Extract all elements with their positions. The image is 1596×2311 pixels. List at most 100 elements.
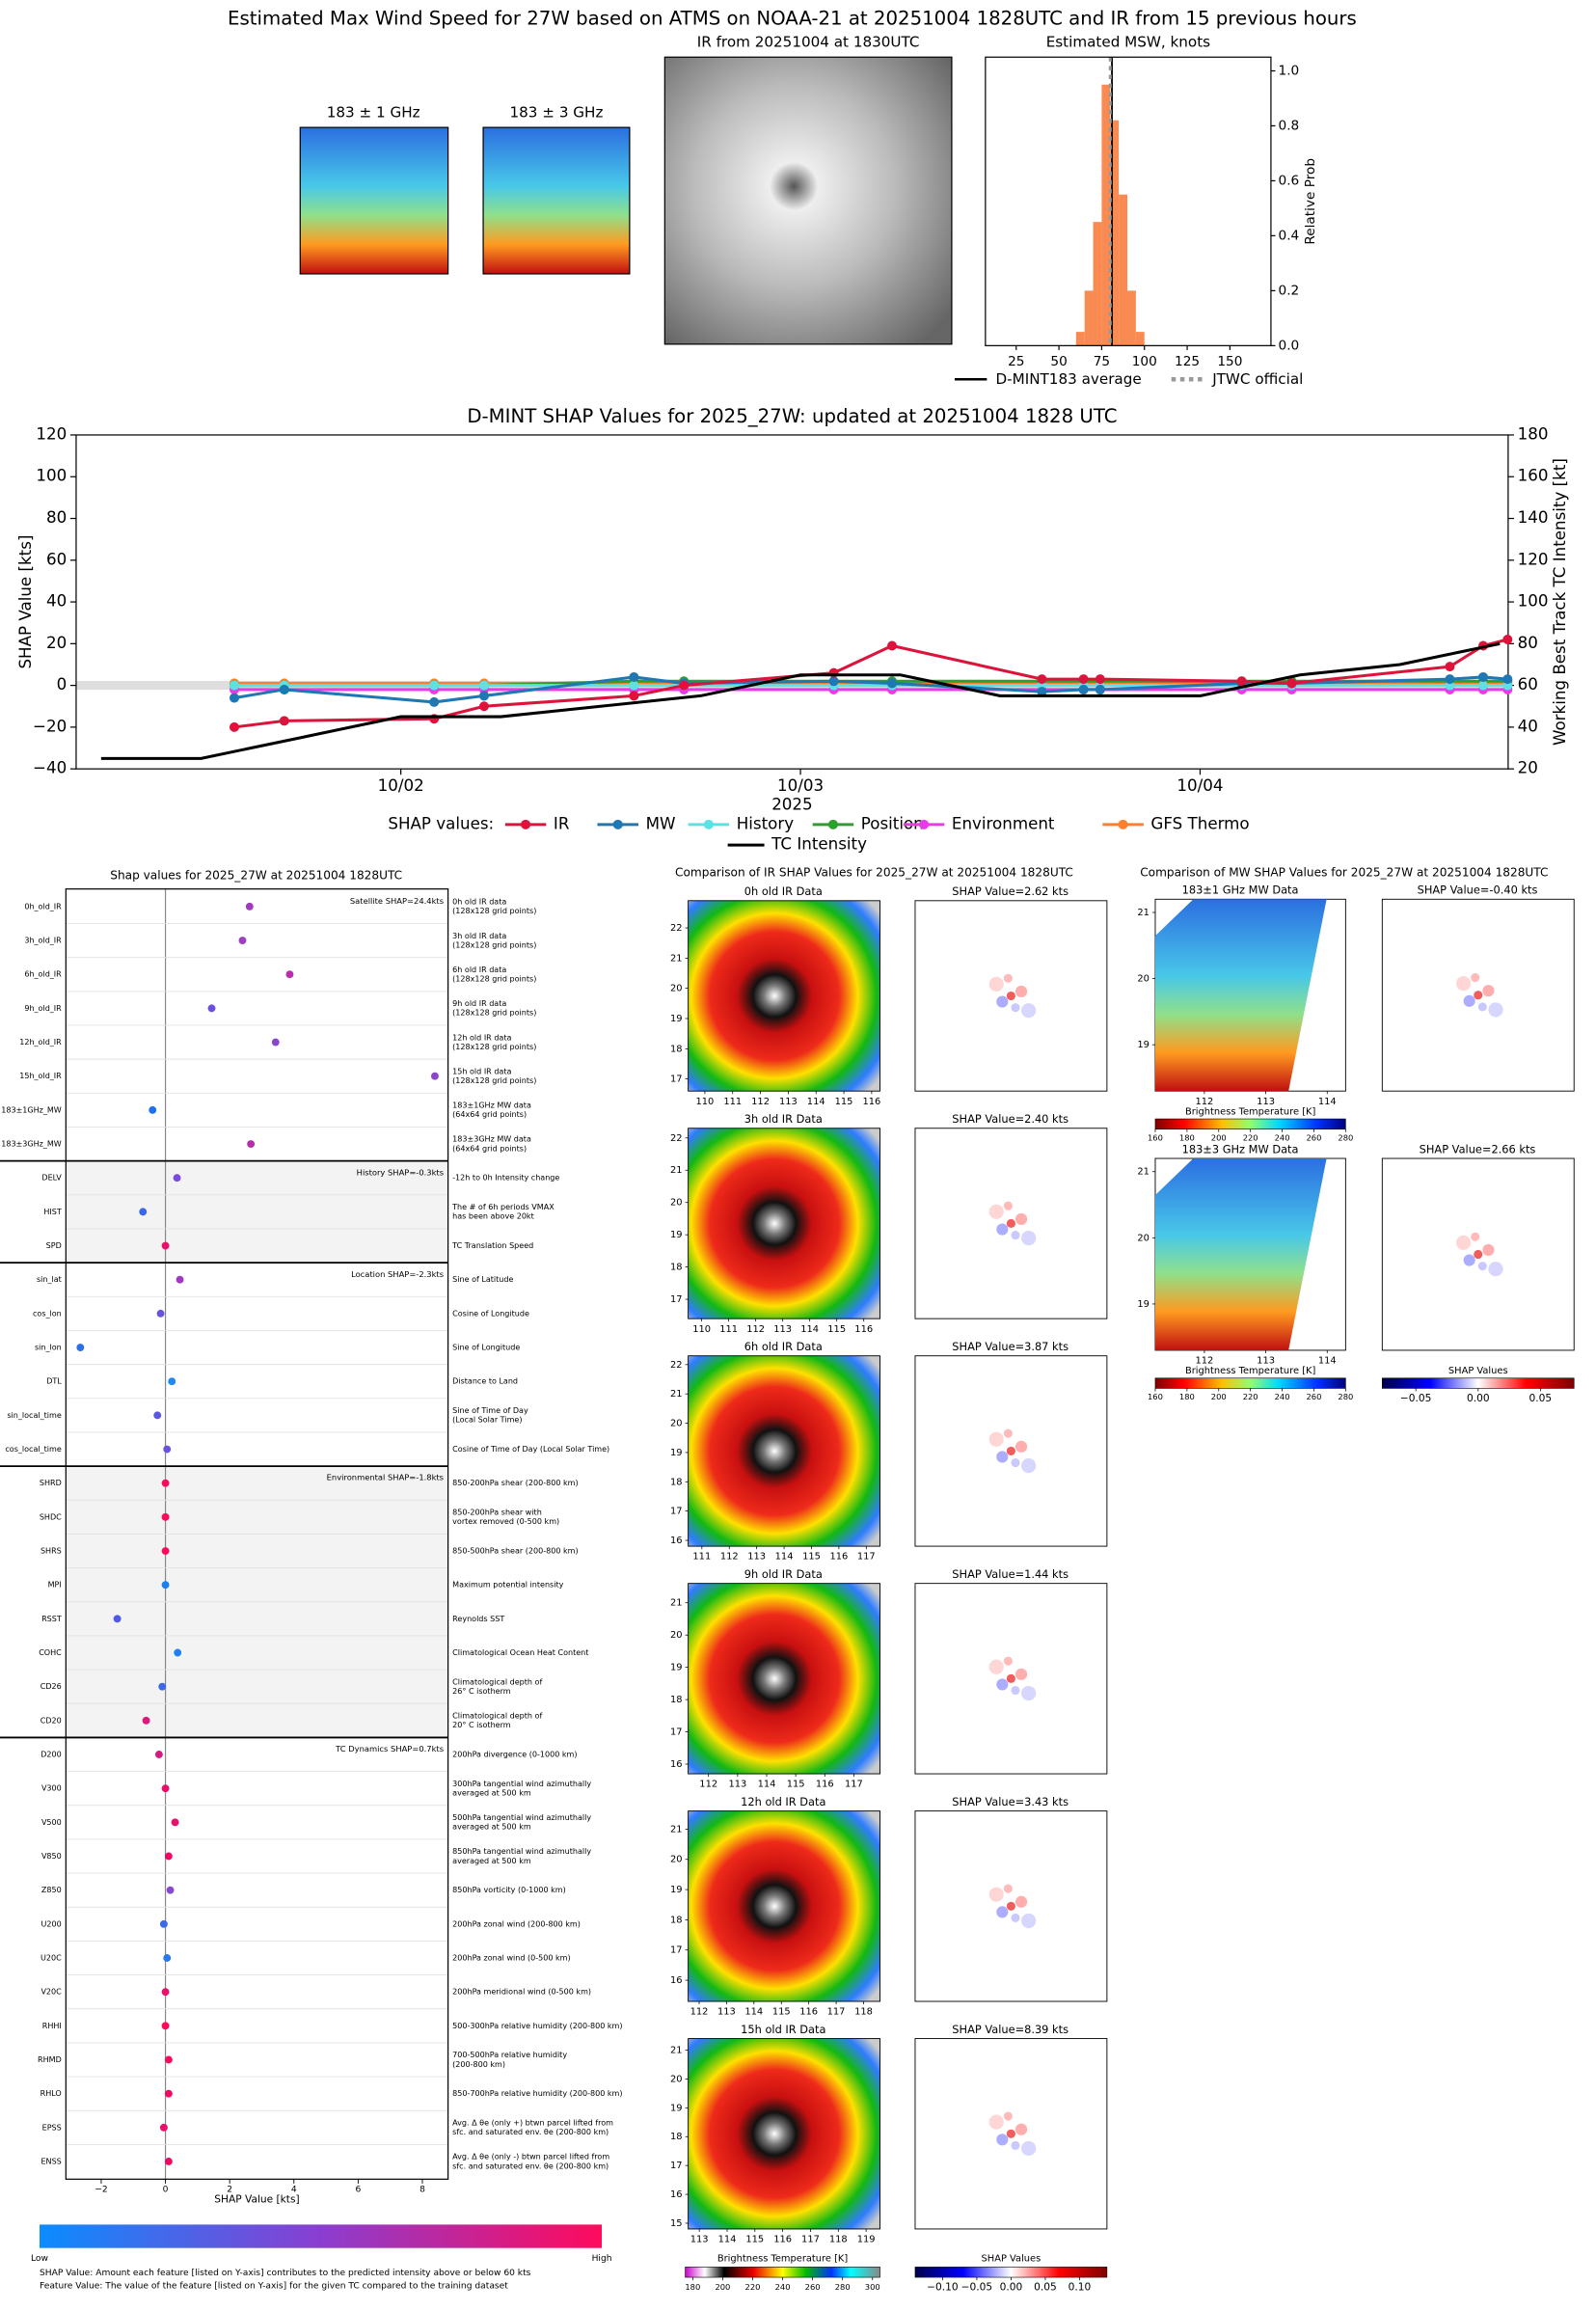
series-marker xyxy=(1078,684,1089,694)
shap-blob xyxy=(996,2134,1009,2146)
x-tick-label: 117 xyxy=(801,2235,820,2245)
x-tick-label: 112 xyxy=(720,1552,739,1563)
x-tick-label: 113 xyxy=(779,1097,798,1107)
x-tick-label: 10/03 xyxy=(777,775,824,795)
shap-point xyxy=(207,1004,216,1013)
legend-swatch xyxy=(919,819,930,829)
panel-title: SHAP Value=2.62 kts xyxy=(952,884,1069,898)
feature-description: 850-700hPa relative humidity (200-800 km… xyxy=(452,2089,622,2098)
legend-label: GFS Thermo xyxy=(1150,813,1249,832)
y-tick-label: 0.0 xyxy=(1279,338,1300,353)
ir-image xyxy=(688,2038,880,2230)
group-label: Environmental SHAP=-1.8kts xyxy=(327,1473,444,1482)
colorbar-tick-label: 0.00 xyxy=(1000,2281,1023,2294)
plot-frame xyxy=(75,434,1509,770)
legend-label: TC Intensity xyxy=(771,834,867,854)
feature-label: 0h_old_IR xyxy=(24,902,62,911)
feature-description: Sine of Longitude xyxy=(452,1344,520,1352)
shap-point xyxy=(271,1038,280,1047)
feature-description: 500-300hPa relative humidity (200-800 km… xyxy=(452,2022,622,2030)
histogram-bar xyxy=(1075,332,1085,346)
feature-description: Sine of Latitude xyxy=(452,1275,513,1284)
shap-blob xyxy=(1474,1249,1483,1260)
x-tick-label: 110 xyxy=(692,1324,711,1335)
x-tick-label: 117 xyxy=(857,1552,876,1563)
histogram-bar xyxy=(1093,222,1102,346)
shap-blob xyxy=(1482,985,1495,997)
group-label: History SHAP=-0.3kts xyxy=(357,1167,444,1177)
colorbar-tick-label: 240 xyxy=(775,2282,791,2292)
shap-blob xyxy=(996,1223,1009,1236)
x-tick-label: 112 xyxy=(1196,1097,1214,1107)
x-tick-label: 2 xyxy=(227,2185,232,2194)
legend-swatch xyxy=(703,819,714,829)
shap-point xyxy=(238,937,247,944)
feature-description: 500hPa tangential wind azimuthally xyxy=(452,1813,591,1822)
group-label: TC Dynamics SHAP=0.7kts xyxy=(335,1744,444,1754)
shap-blob xyxy=(1014,1668,1028,1680)
legend-swatch xyxy=(827,819,838,829)
feature-label: V850 xyxy=(41,1852,62,1861)
ir-image xyxy=(688,1128,880,1319)
colorbar-tick-label: −0.05 xyxy=(961,2281,993,2294)
panel-title: SHAP Value=2.40 kts xyxy=(952,1112,1069,1126)
y-tick-label: 17 xyxy=(670,1945,683,1956)
panel-title: SHAP Value=1.44 kts xyxy=(952,1567,1069,1581)
shap-point xyxy=(176,1275,184,1284)
feature-description: 200hPa meridional wind (0-500 km) xyxy=(452,1988,591,1997)
series-marker xyxy=(887,640,898,651)
panel-title: 12h old IR Data xyxy=(741,1795,825,1808)
feature-description: averaged at 500 km xyxy=(452,1823,531,1832)
ir-image xyxy=(663,56,953,345)
shap-blob xyxy=(996,1451,1009,1463)
shap-point xyxy=(154,1751,163,1758)
colorbar-tick-label: 180 xyxy=(1179,1392,1195,1401)
feature-label: U20C xyxy=(41,1953,62,1962)
x-tick-label: 4 xyxy=(291,2185,297,2194)
x-tick-label: 115 xyxy=(772,2007,791,2018)
x-tick-label: 113 xyxy=(728,1780,746,1790)
y-tick-label: 0.8 xyxy=(1279,118,1300,133)
feature-label: 183±3GHz_MW xyxy=(1,1140,62,1149)
shap-blob xyxy=(1488,1002,1503,1018)
panel-title: Comparison of MW SHAP Values for 2025_27… xyxy=(1140,865,1548,879)
series-marker xyxy=(1037,687,1047,697)
x-tick-label: 113 xyxy=(1257,1356,1275,1367)
shap-blob xyxy=(988,1431,1004,1447)
x-tick-label: 6 xyxy=(355,2185,361,2194)
series-marker xyxy=(229,721,239,732)
feature-description: Distance to Land xyxy=(452,1377,518,1386)
feature-label: 183±1GHz_MW xyxy=(1,1105,62,1114)
y-tick-label: 18 xyxy=(670,2132,683,2142)
shap-blob xyxy=(996,1906,1009,1918)
panel-title: 6h old IR Data xyxy=(744,1340,823,1353)
x-tick-label: 110 xyxy=(696,1097,715,1107)
shap-blob xyxy=(1006,1218,1015,1229)
y-tick-label: 16 xyxy=(670,1536,683,1546)
y-tick-label: 21 xyxy=(670,953,683,964)
feature-label: V300 xyxy=(41,1784,62,1793)
shap-point xyxy=(161,1241,170,1250)
y-tick-label: 80 xyxy=(1518,633,1538,652)
y-tick-label: 18 xyxy=(670,1915,683,1925)
feature-description: (Local Solar Time) xyxy=(452,1416,522,1425)
shap-blob xyxy=(988,976,1004,992)
y-tick-label: 1.0 xyxy=(1279,63,1300,78)
shap-point xyxy=(153,1411,162,1420)
series-marker xyxy=(1286,678,1297,689)
y-tick-label: 22 xyxy=(670,1360,683,1371)
feature-description: 26° C isotherm xyxy=(452,1687,511,1696)
y-tick-label: 22 xyxy=(670,1133,683,1144)
legend-label: History xyxy=(737,813,794,832)
shap-point xyxy=(245,902,254,911)
feature-description: 850hPa vorticity (0-1000 km) xyxy=(452,1886,566,1894)
y-tick-label: 18 xyxy=(670,1477,683,1487)
y-tick-label: 0.2 xyxy=(1279,283,1300,298)
x-tick-label: 112 xyxy=(1196,1356,1214,1367)
x-tick-label: 113 xyxy=(717,2007,736,2018)
feature-description: 850-500hPa shear (200-800 km) xyxy=(452,1547,578,1556)
shap-point xyxy=(174,1648,182,1657)
colorbar xyxy=(1382,1377,1575,1389)
shap-blob xyxy=(1014,985,1028,998)
feature-description: 200hPa divergence (0-1000 km) xyxy=(452,1751,577,1759)
